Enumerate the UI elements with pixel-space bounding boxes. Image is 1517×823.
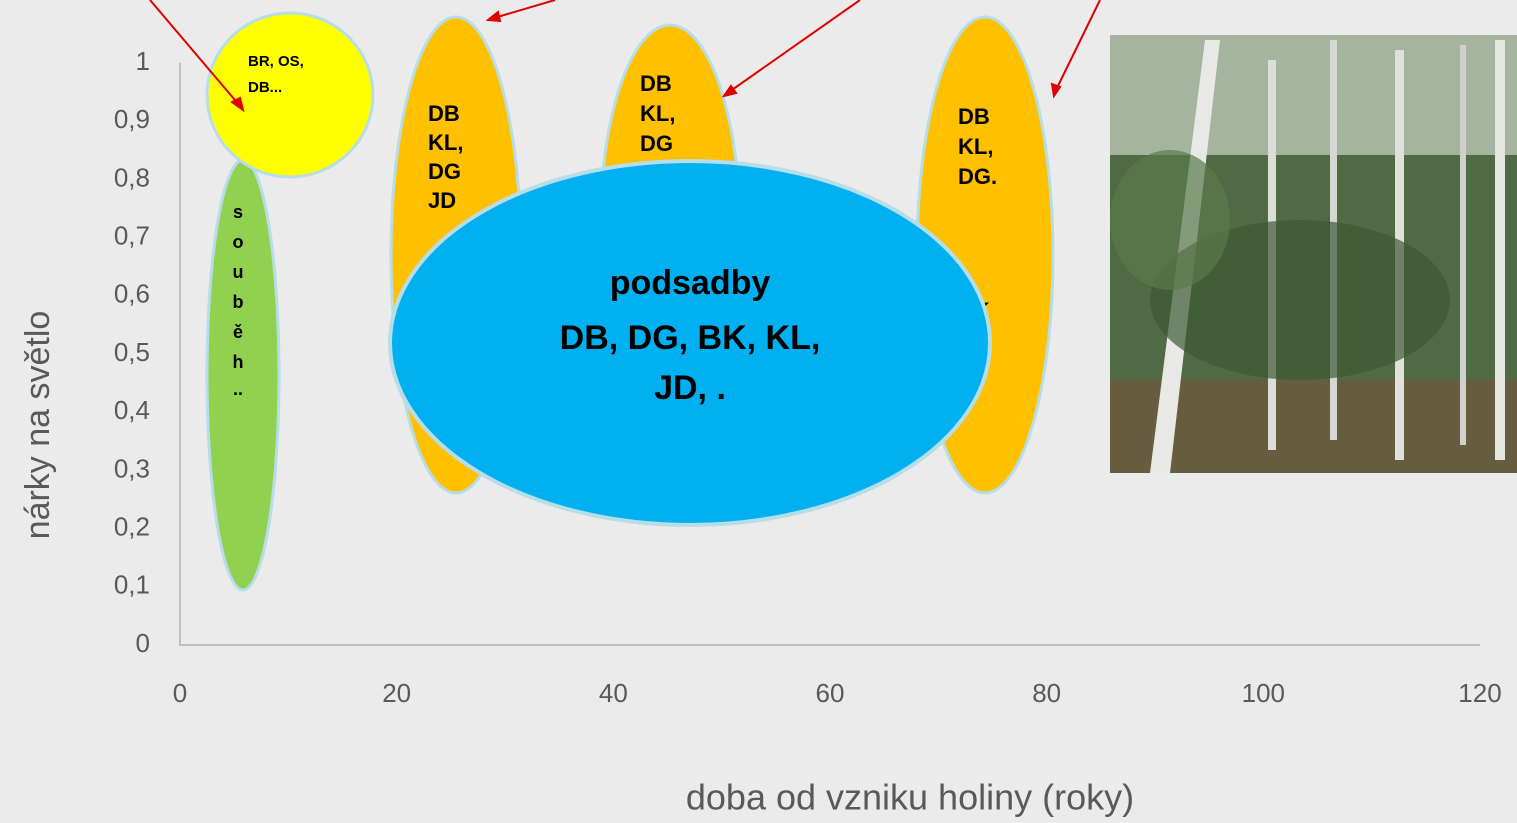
y-tick-label: 0,9 bbox=[114, 104, 150, 134]
circle-yellow bbox=[205, 11, 375, 179]
y-tick-label: 0,3 bbox=[114, 453, 150, 483]
y-tick-label: 0,1 bbox=[114, 570, 150, 600]
arrow bbox=[1055, 0, 1101, 91]
annotation-text: KL, bbox=[958, 134, 993, 159]
annotation-text: b bbox=[233, 292, 244, 312]
annotation-text: ě bbox=[233, 322, 243, 342]
annotation-text: s bbox=[233, 202, 243, 222]
x-axis-title: doba od vzniku holiny (roky) bbox=[686, 777, 1134, 818]
arrow bbox=[728, 0, 861, 93]
photo-sky bbox=[1110, 35, 1517, 155]
x-tick-label: 120 bbox=[1458, 678, 1501, 708]
y-tick-label: 0,7 bbox=[114, 220, 150, 250]
annotation-text: DB bbox=[958, 104, 990, 129]
photo-foliage bbox=[1110, 150, 1230, 290]
annotation-text: BR, OS, bbox=[248, 53, 304, 70]
photo bbox=[1110, 35, 1517, 473]
ellipse-blue bbox=[388, 159, 992, 527]
annotation-text: DG. bbox=[958, 164, 997, 189]
annotation-text: DG bbox=[428, 159, 461, 184]
annotation-text: DB bbox=[640, 71, 672, 96]
annotation-text: JD, . bbox=[654, 369, 726, 407]
y-tick-label: 1 bbox=[136, 46, 150, 76]
annotation-text: JD bbox=[428, 188, 456, 213]
annotation-text: .. bbox=[233, 379, 243, 399]
annotation-text: u bbox=[233, 262, 244, 282]
annotation-text: KL, bbox=[428, 130, 463, 155]
arrow bbox=[493, 0, 556, 19]
arrow-head bbox=[485, 10, 502, 23]
y-tick-label: 0,6 bbox=[114, 279, 150, 309]
y-tick-label: 0,8 bbox=[114, 162, 150, 192]
photo-trunk bbox=[1460, 45, 1466, 445]
x-tick-label: 60 bbox=[816, 678, 845, 708]
arrow-head bbox=[1050, 82, 1062, 99]
photo-trunk bbox=[1495, 40, 1505, 460]
annotation-text: DB... bbox=[248, 79, 282, 96]
y-tick-label: 0,2 bbox=[114, 511, 150, 541]
y-tick-label: 0,5 bbox=[114, 337, 150, 367]
y-tick-label: 0,4 bbox=[114, 395, 150, 425]
arrow bbox=[149, 0, 241, 107]
x-tick-label: 100 bbox=[1242, 678, 1285, 708]
annotation-text: podsadby bbox=[610, 264, 771, 302]
annotation-text: DG bbox=[640, 131, 673, 156]
annotation-text: h bbox=[233, 352, 244, 372]
annotation-text: DB bbox=[428, 101, 460, 126]
x-tick-label: 40 bbox=[599, 678, 628, 708]
annotation-text: KL, bbox=[640, 101, 675, 126]
x-tick-label: 80 bbox=[1032, 678, 1061, 708]
x-tick-label: 20 bbox=[382, 678, 411, 708]
y-axis-title: nárky na světlo bbox=[19, 311, 57, 540]
annotation-text: DB, DG, BK, KL, bbox=[560, 319, 821, 357]
x-tick-label: 0 bbox=[173, 678, 187, 708]
y-tick-label: 0 bbox=[136, 628, 150, 658]
photo-foliage bbox=[1150, 220, 1450, 380]
annotation-text: o bbox=[233, 232, 244, 252]
arrow-head bbox=[230, 96, 245, 113]
arrow-head bbox=[721, 84, 738, 98]
ellipse-green bbox=[205, 158, 281, 592]
arrows bbox=[149, 0, 1101, 113]
